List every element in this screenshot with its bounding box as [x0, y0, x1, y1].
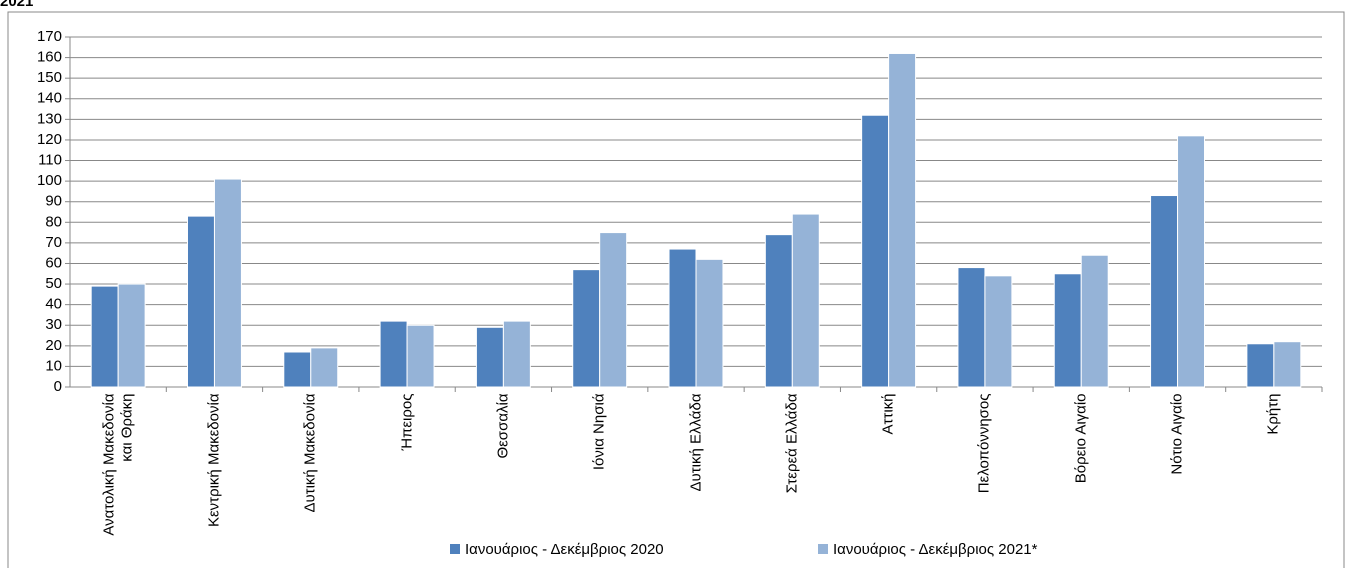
- y-tick-label: 20: [45, 337, 62, 354]
- y-tick-label: 170: [37, 28, 62, 45]
- bar: [1177, 135, 1206, 388]
- x-tick-label: Αττική: [879, 393, 897, 435]
- y-tick-label: 0: [54, 378, 62, 395]
- y-tick-label: 160: [37, 49, 62, 66]
- x-tick-label: Ανατολική Μακεδονία και Θράκη: [100, 393, 136, 536]
- y-tick-label: 150: [37, 69, 62, 86]
- y-tick-label: 50: [45, 275, 62, 292]
- y-tick-label: 80: [45, 213, 62, 230]
- bar: [1273, 341, 1302, 388]
- y-tick-label: 140: [37, 90, 62, 107]
- bar: [502, 320, 531, 388]
- bar: [379, 320, 408, 388]
- bar: [1080, 254, 1109, 388]
- y-tick-label: 40: [45, 296, 62, 313]
- bar: [599, 232, 628, 388]
- bar: [213, 178, 242, 388]
- x-tick-label: Θεσσαλία: [494, 393, 512, 459]
- legend-label: Ιανουάριος - Δεκέμβριος 2021*: [833, 541, 1038, 558]
- bar: [90, 285, 119, 388]
- bar: [1053, 273, 1082, 388]
- chart-frame: [7, 11, 1345, 568]
- x-tick-label: Νότιο Αιγαίο: [1168, 393, 1186, 475]
- bar: [406, 324, 435, 388]
- y-tick-label: 110: [38, 151, 62, 168]
- bar: [791, 213, 820, 388]
- bar: [572, 269, 601, 388]
- x-tick-label: Δυτική Μακεδονία: [301, 393, 319, 513]
- y-tick-label: 60: [45, 254, 62, 271]
- bar: [668, 248, 697, 388]
- chart-title: 2021: [0, 0, 33, 10]
- x-tick-label: Ιόνια Νησιά: [590, 393, 608, 470]
- x-tick-label: Ήπειρος: [398, 393, 416, 451]
- legend-swatch: [818, 544, 828, 554]
- y-tick-label: 10: [45, 357, 62, 374]
- bar: [1246, 343, 1275, 388]
- bar: [117, 283, 146, 388]
- bar: [695, 258, 724, 388]
- y-tick-label: 120: [37, 131, 62, 148]
- y-tick-label: 130: [37, 110, 62, 127]
- legend-label: Ιανουάριος - Δεκέμβριος 2020: [465, 541, 664, 558]
- bar: [957, 267, 986, 388]
- x-tick-label: Πελοπόννησος: [975, 393, 993, 493]
- bar: [764, 234, 793, 388]
- y-tick-label: 90: [45, 193, 62, 210]
- bar: [186, 215, 215, 388]
- bar: [475, 326, 504, 388]
- y-tick-label: 100: [37, 172, 62, 189]
- x-tick-label: Δυτική Ελλάδα: [687, 393, 704, 491]
- bar: [283, 351, 312, 388]
- x-tick-label: Στερεά Ελλάδα: [783, 393, 801, 493]
- bar: [984, 275, 1013, 388]
- bar: [861, 114, 890, 388]
- x-tick-label: Κεντρική Μακεδονία: [205, 393, 223, 527]
- x-tick-label: Βόρειο Αιγαίο: [1072, 393, 1090, 483]
- y-tick-label: 30: [45, 316, 62, 333]
- y-tick-label: 70: [45, 234, 62, 251]
- legend-swatch: [450, 544, 460, 554]
- x-tick-label: Κρήτη: [1264, 393, 1282, 435]
- bar: [888, 52, 917, 388]
- bar: [1150, 195, 1179, 388]
- bar: [310, 347, 339, 388]
